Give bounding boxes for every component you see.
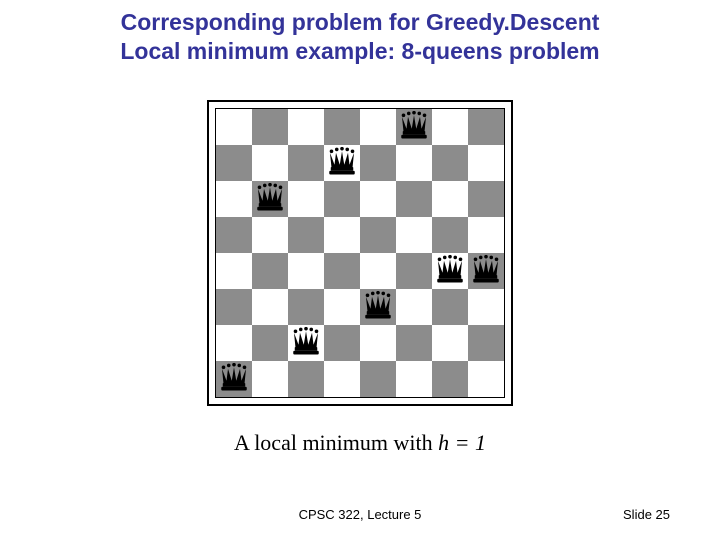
board-square bbox=[432, 145, 468, 181]
board-square bbox=[288, 145, 324, 181]
board-square bbox=[324, 325, 360, 361]
board-square bbox=[360, 253, 396, 289]
board-square bbox=[288, 109, 324, 145]
queen-icon bbox=[399, 111, 429, 141]
board-square bbox=[288, 325, 324, 361]
board-square bbox=[252, 109, 288, 145]
board-square bbox=[396, 361, 432, 397]
board-square bbox=[216, 181, 252, 217]
board-square bbox=[396, 325, 432, 361]
board-square bbox=[468, 109, 504, 145]
board-square bbox=[468, 361, 504, 397]
board-square bbox=[468, 325, 504, 361]
queen-icon bbox=[435, 255, 465, 285]
board-square bbox=[252, 253, 288, 289]
board-square bbox=[360, 361, 396, 397]
board-square bbox=[396, 289, 432, 325]
queen-icon bbox=[219, 363, 249, 393]
board-square bbox=[216, 325, 252, 361]
board-square bbox=[360, 181, 396, 217]
board-square bbox=[288, 253, 324, 289]
board-square bbox=[252, 145, 288, 181]
board-square bbox=[432, 217, 468, 253]
caption-text: A local minimum with bbox=[234, 430, 438, 455]
board-square bbox=[324, 253, 360, 289]
title-line-1: Corresponding problem for Greedy.Descent bbox=[0, 8, 720, 37]
board-square bbox=[288, 217, 324, 253]
board-square bbox=[216, 361, 252, 397]
title-line-2: Local minimum example: 8-queens problem bbox=[0, 37, 720, 66]
board-square bbox=[432, 289, 468, 325]
board-square bbox=[468, 181, 504, 217]
board-square bbox=[360, 145, 396, 181]
board-square bbox=[252, 325, 288, 361]
board-square bbox=[288, 289, 324, 325]
queen-icon bbox=[471, 255, 501, 285]
board-square bbox=[432, 361, 468, 397]
board-square bbox=[432, 181, 468, 217]
board-square bbox=[396, 145, 432, 181]
board-square bbox=[396, 253, 432, 289]
footer-slide-number: Slide 25 bbox=[623, 507, 670, 522]
board-square bbox=[324, 361, 360, 397]
board-square bbox=[288, 181, 324, 217]
board-square bbox=[360, 109, 396, 145]
board-square bbox=[360, 325, 396, 361]
queen-icon bbox=[327, 147, 357, 177]
board-square bbox=[468, 289, 504, 325]
board-square bbox=[432, 253, 468, 289]
board-square bbox=[324, 109, 360, 145]
board-square bbox=[216, 217, 252, 253]
chessboard-container bbox=[207, 100, 513, 406]
board-square bbox=[324, 217, 360, 253]
queen-icon bbox=[291, 327, 321, 357]
board-square bbox=[288, 361, 324, 397]
board-square bbox=[396, 109, 432, 145]
board-square bbox=[432, 325, 468, 361]
queen-icon bbox=[255, 183, 285, 213]
board-square bbox=[432, 109, 468, 145]
board-square bbox=[252, 361, 288, 397]
board-square bbox=[252, 289, 288, 325]
slide-title: Corresponding problem for Greedy.Descent… bbox=[0, 8, 720, 66]
board-square bbox=[324, 289, 360, 325]
footer-course: CPSC 322, Lecture 5 bbox=[299, 507, 422, 522]
board-square bbox=[216, 289, 252, 325]
board-square bbox=[252, 181, 288, 217]
slide: Corresponding problem for Greedy.Descent… bbox=[0, 0, 720, 540]
caption-h: h = 1 bbox=[438, 430, 486, 455]
queen-icon bbox=[363, 291, 393, 321]
board-square bbox=[216, 109, 252, 145]
caption: A local minimum with h = 1 bbox=[0, 430, 720, 456]
board-square bbox=[468, 145, 504, 181]
board-square bbox=[360, 289, 396, 325]
board-square bbox=[252, 217, 288, 253]
board-square bbox=[396, 181, 432, 217]
board-square bbox=[468, 253, 504, 289]
chessboard-frame bbox=[207, 100, 513, 406]
chessboard bbox=[215, 108, 505, 398]
board-square bbox=[216, 145, 252, 181]
board-square bbox=[324, 181, 360, 217]
board-square bbox=[216, 253, 252, 289]
board-square bbox=[468, 217, 504, 253]
board-square bbox=[324, 145, 360, 181]
board-square bbox=[360, 217, 396, 253]
board-square bbox=[396, 217, 432, 253]
